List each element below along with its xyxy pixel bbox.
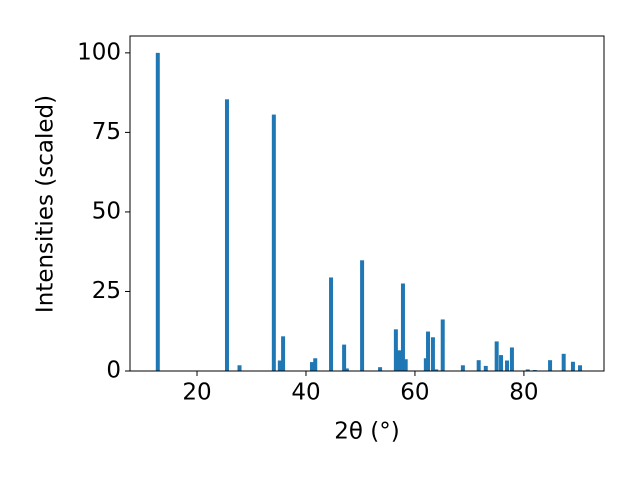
x-tick-label: 40 (291, 380, 320, 406)
bar (499, 355, 504, 371)
bar (525, 369, 530, 371)
bar (344, 368, 349, 371)
y-tick-label: 0 (106, 358, 121, 384)
bar (434, 369, 439, 371)
bar (430, 337, 435, 371)
bar (329, 277, 334, 371)
bar (155, 52, 160, 371)
bar (224, 99, 229, 371)
plot-frame (129, 35, 605, 372)
bar (393, 329, 398, 371)
bar (483, 365, 488, 371)
bar (237, 365, 242, 371)
bar (342, 344, 347, 371)
bar (509, 347, 514, 371)
bar (476, 360, 481, 371)
bar (494, 341, 499, 371)
bar (277, 360, 282, 371)
bar (309, 362, 314, 371)
bar (313, 358, 318, 371)
bar (378, 367, 383, 371)
bar (271, 114, 276, 371)
y-axis-label: Intensities (scaled) (33, 95, 59, 313)
bar (440, 319, 445, 371)
y-tick-label: 50 (92, 198, 121, 224)
bar (426, 331, 431, 371)
bar (561, 353, 566, 371)
y-tick-label: 75 (92, 119, 121, 145)
x-axis-label: 2θ (°) (334, 419, 399, 445)
bar (397, 350, 402, 371)
bar (400, 283, 405, 371)
bar (281, 336, 286, 371)
bar (423, 358, 428, 371)
x-tick-label: 60 (400, 380, 429, 406)
y-tick-label: 100 (77, 39, 121, 65)
bar (460, 365, 465, 371)
bar (570, 361, 575, 371)
bar (360, 260, 365, 371)
bar (578, 365, 583, 371)
x-tick-label: 80 (509, 380, 538, 406)
x-tick-label: 20 (182, 380, 211, 406)
bar (548, 360, 553, 371)
bar (403, 359, 408, 371)
y-tick-label: 25 (92, 278, 121, 304)
bar (505, 360, 510, 371)
